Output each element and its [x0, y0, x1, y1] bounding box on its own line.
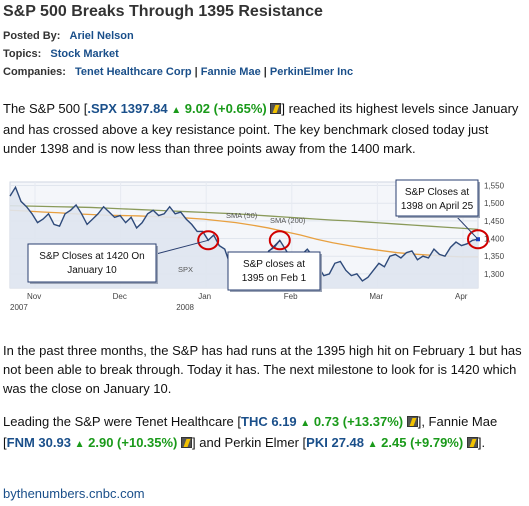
chart-svg: 1,550 1,500 1,450 1,400 1,350 1,300 Nov 2007 Dec…: [9, 179, 505, 312]
company-link-fnm[interactable]: Fannie Mae: [200, 66, 261, 78]
last-price-marker: [476, 237, 480, 242]
companies-label: Companies:: [3, 66, 66, 78]
x-tick-label: Feb: [284, 292, 298, 301]
fnm-quote-link[interactable]: FNM 30.93: [6, 435, 71, 450]
highlight-circle: [197, 230, 220, 251]
y-tick-label: 1,400: [484, 235, 505, 244]
callout-connector: [267, 239, 281, 253]
y-tick-label: 1,450: [484, 217, 505, 226]
up-arrow-icon: ▲: [367, 439, 378, 450]
pki-quote-link[interactable]: PKI 27.48: [306, 435, 365, 450]
callout-text: January 10: [67, 265, 117, 276]
topics-label: Topics:: [3, 48, 42, 60]
callout-box: [27, 243, 157, 283]
callout-text: S&P Closes at 1420 On: [39, 251, 144, 262]
spx-label: SPX: [178, 265, 193, 274]
article-title: S&P 500 Breaks Through 1395 Resistance: [3, 3, 323, 20]
y-tick-label: 1,500: [484, 199, 505, 208]
highlight-circle: [467, 229, 489, 250]
x-tick-label: Nov: [27, 292, 41, 301]
company-link-thc[interactable]: Tenet Healthcare Corp: [75, 66, 192, 78]
y-tick-label: 1,300: [484, 270, 505, 279]
x-tick-label: Mar: [369, 292, 383, 301]
callout-text: S&P Closes at: [405, 187, 470, 198]
posted-by-row: Posted By: Ariel Nelson: [3, 30, 134, 42]
x-tick-label: Jan: [198, 292, 211, 301]
company-link-pki[interactable]: PerkinElmer Inc: [269, 66, 354, 78]
callout-connector: [455, 215, 479, 240]
up-arrow-icon: ▲: [171, 105, 182, 116]
spx-quote-link[interactable]: .SPX 1397.84: [87, 101, 168, 116]
thc-quote-link[interactable]: THC 6.19: [241, 414, 297, 429]
callout-text: 1395 on Feb 1: [242, 273, 307, 284]
sma200-line: [9, 205, 479, 230]
paragraph-intro: The S&P 500 [.SPX 1397.84 ▲ 9.02 (+0.65%…: [3, 101, 519, 156]
topic-link[interactable]: Stock Market: [50, 48, 119, 60]
x-tick-year: 2008: [176, 303, 194, 312]
highlight-circle: [268, 230, 291, 251]
quote-alert-icon[interactable]: [466, 437, 478, 448]
x-tick-year: 2007: [10, 303, 28, 312]
spx-chart: 1,550 1,500 1,450 1,400 1,350 1,300 Nov 2007 Dec…: [8, 178, 520, 328]
callout-box: [227, 251, 321, 291]
quote-alert-icon[interactable]: [181, 437, 193, 448]
sma50-label: SMA (50): [226, 211, 258, 220]
quote-alert-icon[interactable]: [406, 416, 418, 427]
up-arrow-icon: ▲: [74, 439, 85, 450]
source-link[interactable]: bythenumbers.cnbc.com: [3, 486, 145, 501]
x-tick-label: Apr: [455, 292, 468, 301]
up-arrow-icon: ▲: [300, 418, 311, 429]
paragraph-leaders: Leading the S&P were Tenet Healthcare [T…: [3, 414, 498, 450]
author-link[interactable]: Ariel Nelson: [69, 30, 134, 42]
topics-row: Topics: Stock Market: [3, 48, 119, 60]
callout-box: [395, 179, 479, 217]
callout-text: S&P closes at: [243, 259, 305, 270]
sma200-label: SMA (200): [270, 216, 306, 225]
paragraph-summary: In the past three months, the S&P has ha…: [3, 343, 522, 396]
companies-row: Companies: Tenet Healthcare Corp | Fanni…: [3, 66, 354, 78]
sma50-line: [9, 209, 478, 258]
posted-by-label: Posted By:: [3, 30, 61, 42]
x-tick-label: Dec: [113, 292, 127, 301]
y-tick-label: 1,550: [484, 182, 505, 191]
callout-connector: [155, 239, 209, 255]
y-tick-label: 1,350: [484, 252, 505, 261]
callout-text: 1398 on April 25: [401, 201, 474, 212]
quote-alert-icon[interactable]: [270, 103, 282, 114]
